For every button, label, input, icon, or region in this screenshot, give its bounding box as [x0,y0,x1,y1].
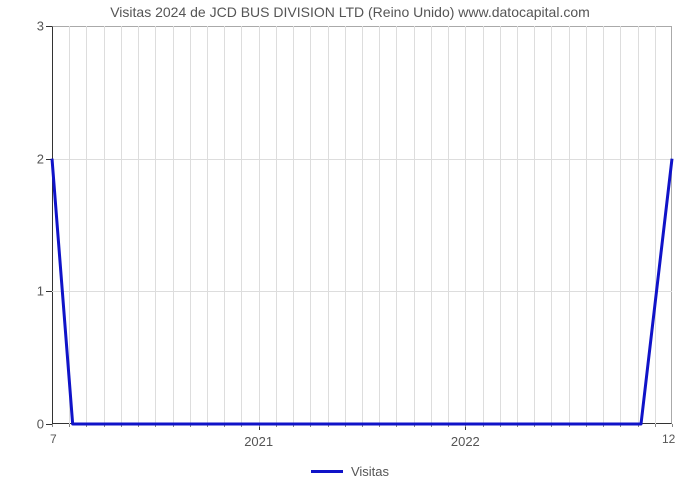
series-polyline [52,159,672,424]
legend-swatch [311,470,343,473]
legend: Visitas [0,460,700,479]
legend-label: Visitas [351,464,389,479]
chart-container: Visitas 2024 de JCD BUS DIVISION LTD (Re… [0,0,700,500]
series-line [0,0,700,500]
legend-item-visitas: Visitas [311,464,389,479]
